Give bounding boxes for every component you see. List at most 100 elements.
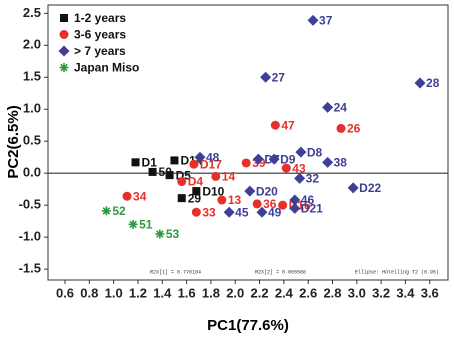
point-label: 24 bbox=[334, 100, 348, 114]
y-tick-label: -0.5 bbox=[19, 197, 41, 212]
point bbox=[189, 159, 199, 169]
point-label: 28 bbox=[426, 76, 440, 90]
point bbox=[322, 156, 334, 168]
point bbox=[289, 202, 301, 214]
y-tick-label: 2.5 bbox=[23, 5, 41, 20]
x-tick-label: 1.2 bbox=[129, 285, 147, 300]
point bbox=[244, 185, 256, 197]
point-label: 49 bbox=[268, 205, 282, 219]
y-axis-title: PC2(6.5%) bbox=[5, 105, 22, 178]
point-label: 48 bbox=[206, 150, 220, 164]
point-label: D8 bbox=[307, 145, 323, 159]
point bbox=[295, 146, 307, 158]
annotation: R2X[1] = 0.776104 bbox=[150, 269, 201, 275]
point bbox=[256, 206, 268, 218]
point bbox=[260, 71, 272, 83]
point bbox=[281, 163, 291, 173]
point-label: 51 bbox=[139, 218, 153, 232]
legend-label: 3-6 years bbox=[74, 28, 126, 42]
point bbox=[165, 171, 174, 180]
y-tick-label: 0.0 bbox=[23, 165, 41, 180]
point bbox=[252, 153, 264, 165]
point-label: 29 bbox=[188, 191, 202, 205]
point bbox=[211, 171, 221, 181]
x-tick-label: 0.6 bbox=[56, 285, 74, 300]
point-label: 45 bbox=[235, 205, 249, 219]
x-tick-label: 3.2 bbox=[372, 285, 390, 300]
point-label: 38 bbox=[334, 155, 348, 169]
point bbox=[270, 120, 280, 130]
point bbox=[223, 206, 235, 218]
point-label: 27 bbox=[272, 70, 286, 84]
x-axis-title: PC1(77.6%) bbox=[207, 317, 289, 334]
point bbox=[194, 151, 206, 163]
plot-frame bbox=[47, 4, 449, 281]
point-label: 43 bbox=[292, 161, 306, 175]
point-label: 13 bbox=[228, 193, 242, 207]
legend-marker bbox=[59, 30, 69, 39]
x-tick-label: 3.4 bbox=[396, 285, 415, 300]
x-tick-label: 0.8 bbox=[80, 285, 98, 300]
x-tick-label: 2.4 bbox=[275, 285, 294, 300]
x-tick-label: 2.0 bbox=[226, 285, 244, 300]
point-label: 46 bbox=[301, 193, 315, 207]
point bbox=[148, 167, 157, 176]
x-tick-label: 3.0 bbox=[348, 285, 366, 300]
point-label: 52 bbox=[112, 204, 126, 218]
point bbox=[347, 182, 359, 194]
legend-marker bbox=[58, 45, 70, 57]
point bbox=[336, 123, 346, 133]
point-label: 47 bbox=[281, 118, 295, 132]
point-label: 36 bbox=[263, 197, 277, 211]
point-label: D20 bbox=[256, 184, 278, 198]
y-tick-label: -1.0 bbox=[19, 229, 41, 244]
point bbox=[241, 158, 251, 168]
y-tick-label: -1.5 bbox=[19, 261, 41, 276]
point bbox=[307, 14, 319, 26]
point bbox=[177, 177, 187, 187]
point bbox=[414, 77, 426, 89]
legend-marker bbox=[59, 63, 69, 72]
point bbox=[289, 194, 301, 206]
annotation: Ellipse: Hotelling T2 (0.95) bbox=[355, 269, 439, 275]
legend-label: Japan Miso bbox=[74, 61, 139, 75]
point bbox=[192, 187, 201, 196]
point-label: D4 bbox=[188, 175, 204, 189]
point-label: D1 bbox=[142, 155, 158, 169]
point bbox=[217, 195, 227, 205]
x-tick-label: 2.2 bbox=[251, 285, 269, 300]
legend-label: 1-2 years bbox=[74, 11, 126, 25]
point bbox=[191, 207, 201, 217]
point bbox=[278, 200, 288, 210]
point-label: 34 bbox=[133, 189, 147, 203]
x-tick-label: 3.6 bbox=[421, 285, 439, 300]
point-label: D10 bbox=[202, 184, 224, 198]
legend-marker bbox=[60, 14, 68, 22]
point bbox=[252, 199, 262, 209]
point bbox=[294, 172, 306, 184]
x-tick-label: 2.8 bbox=[323, 285, 341, 300]
point bbox=[131, 158, 140, 167]
y-tick-label: 1.5 bbox=[23, 69, 41, 84]
x-tick-label: 1.8 bbox=[202, 285, 220, 300]
x-tick-label: 1.6 bbox=[178, 285, 196, 300]
point-label: D9 bbox=[280, 152, 296, 166]
point bbox=[128, 219, 138, 229]
point-label: 26 bbox=[347, 122, 361, 136]
point-label: D22 bbox=[359, 181, 381, 195]
point-label: 53 bbox=[166, 227, 180, 241]
point bbox=[322, 101, 334, 113]
y-tick-label: 2.0 bbox=[23, 37, 41, 52]
x-tick-label: 2.6 bbox=[299, 285, 317, 300]
y-tick-label: 1.0 bbox=[23, 101, 41, 116]
point-label: 33 bbox=[202, 205, 216, 219]
point-label: 32 bbox=[306, 171, 320, 185]
legend-label: > 7 years bbox=[74, 44, 126, 58]
point-label: D17 bbox=[200, 157, 222, 171]
point bbox=[268, 153, 280, 165]
point bbox=[101, 206, 111, 216]
point bbox=[170, 156, 179, 165]
point-label: 14 bbox=[222, 170, 236, 184]
x-tick-label: 1.0 bbox=[105, 285, 123, 300]
